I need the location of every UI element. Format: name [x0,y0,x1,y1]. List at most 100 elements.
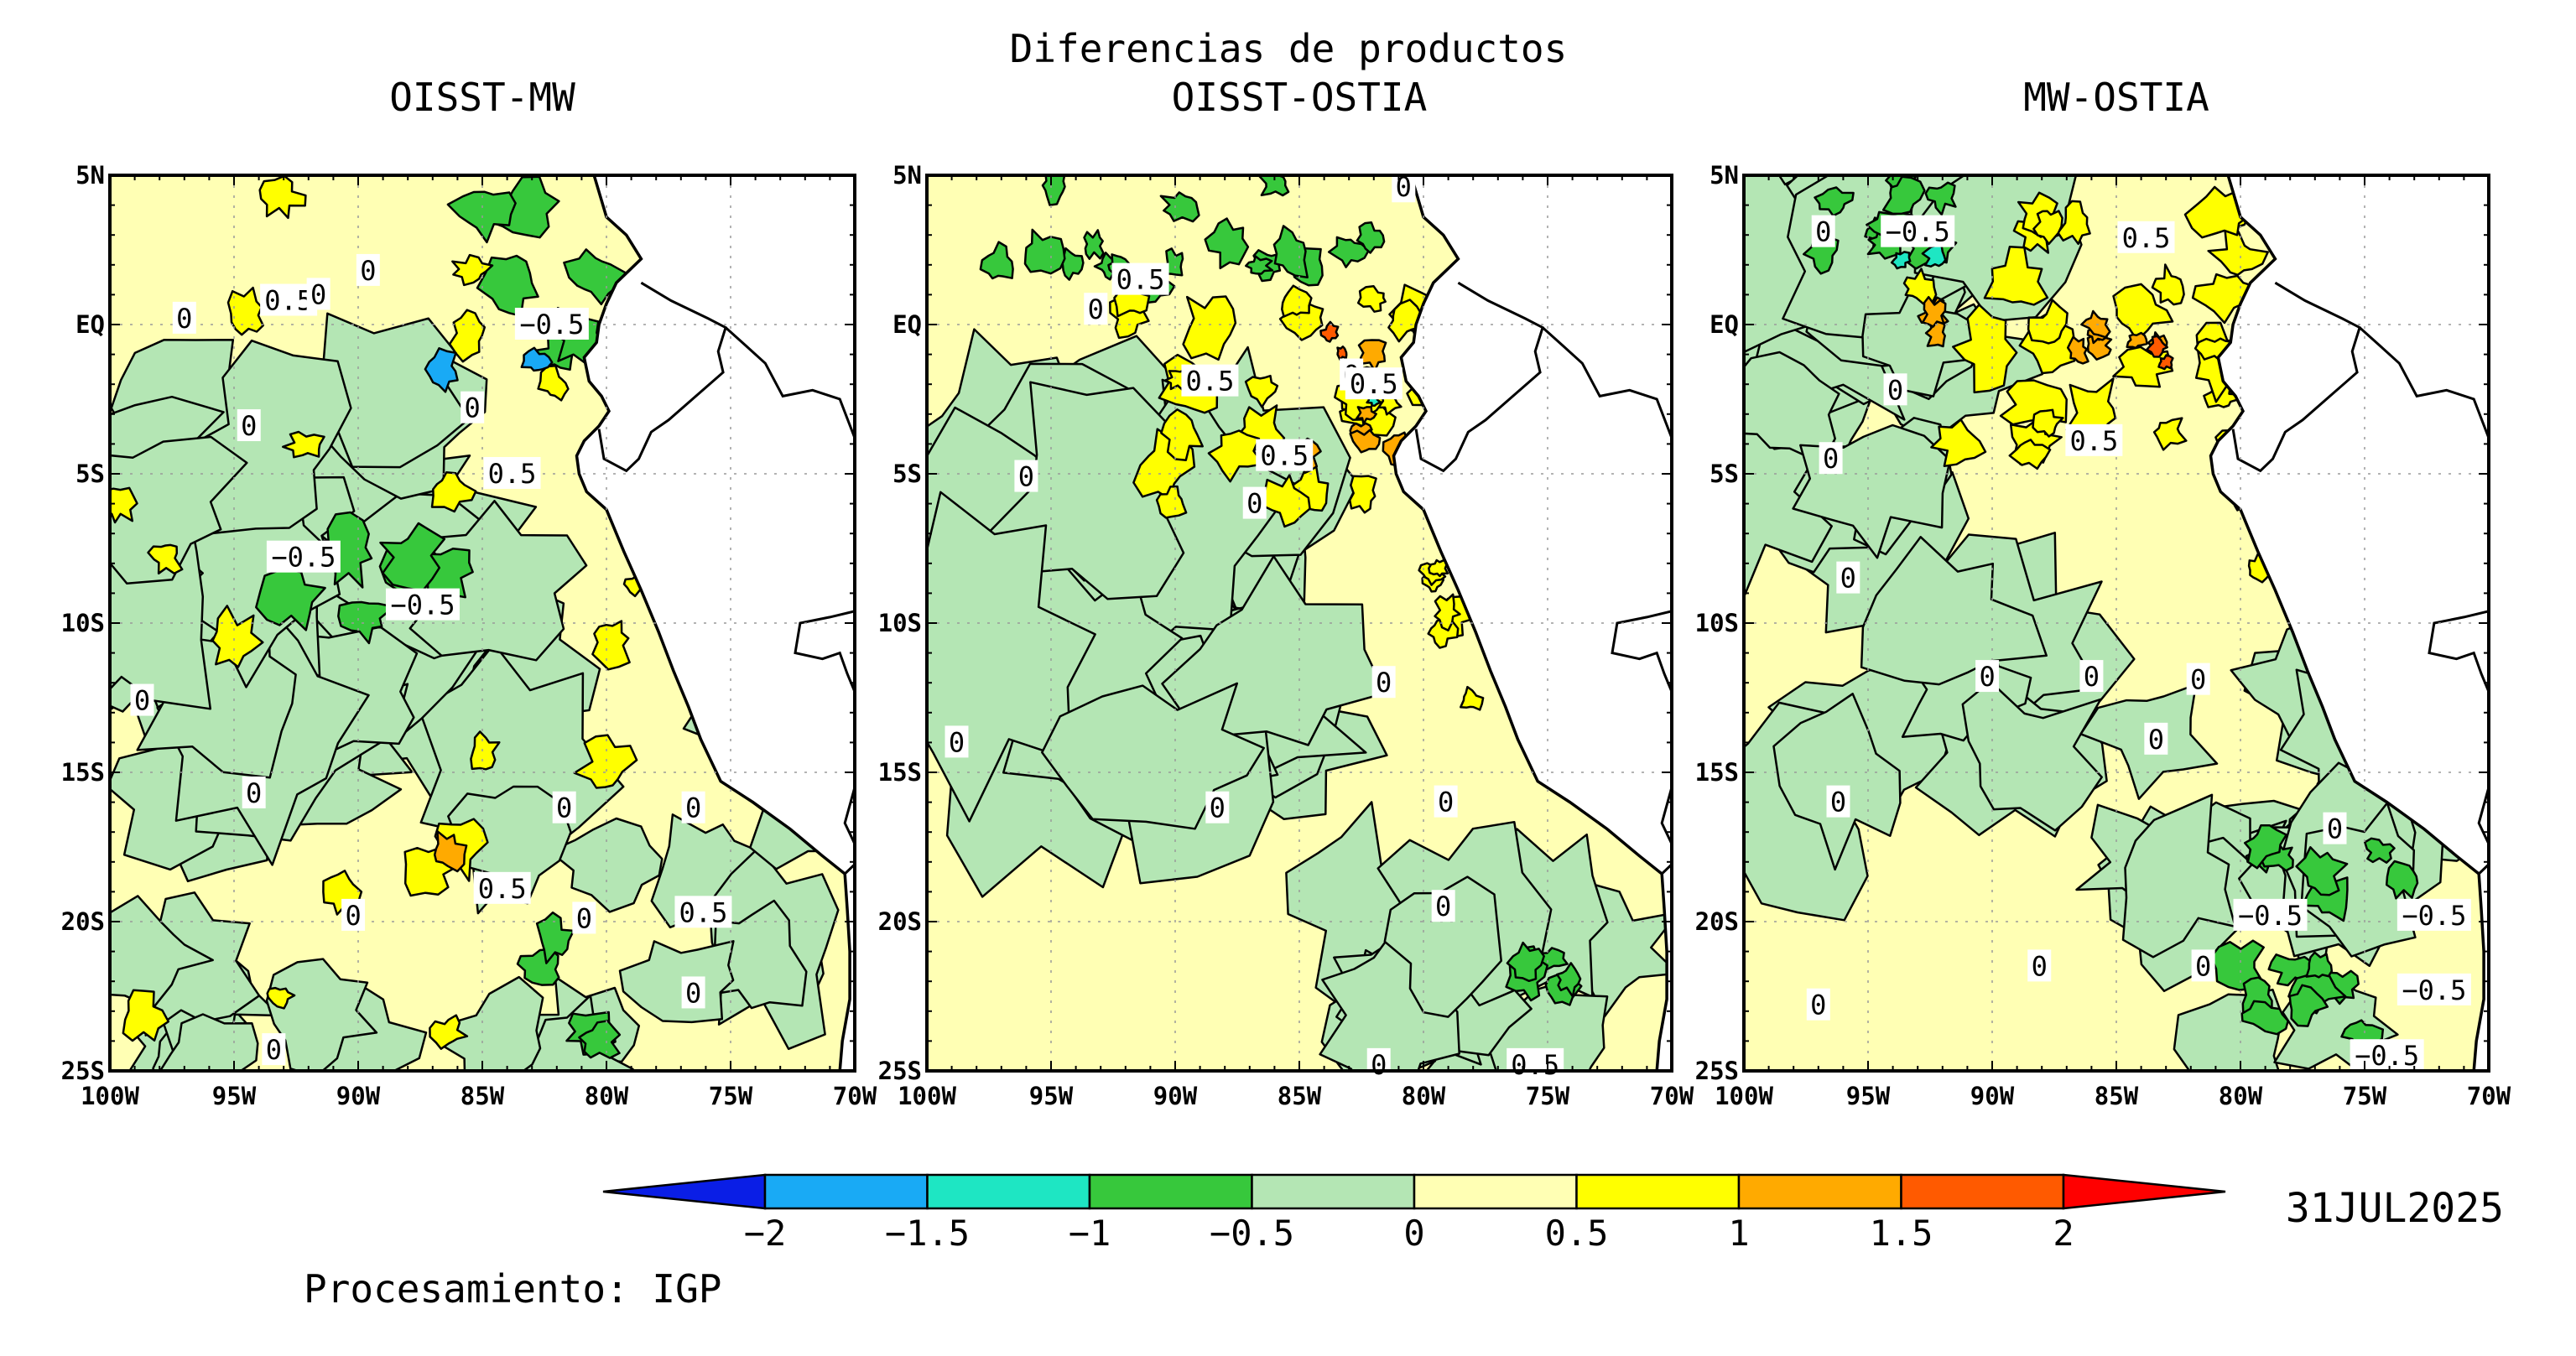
contour-region [2032,408,2064,438]
contour-label-text: 0 [246,777,262,809]
contour-label-text: −0.5 [1886,216,1950,248]
contour-label-text: 0.5 [488,458,537,490]
contour-label-bg [2191,949,2215,982]
contour-region [520,346,554,372]
contour-region [2032,210,2063,246]
contour-region [1357,339,1387,372]
contour-label: 0 [242,776,266,809]
contour-label-bg [1836,561,1860,594]
contour-label: −0.5 [2350,1039,2424,1072]
contour-label-text: −0.5 [2238,900,2303,932]
lat-tick-label: 25S [61,1057,105,1085]
contour-region [1921,243,1947,268]
contour-label-bg [2350,1039,2424,1072]
contour-label: 0.5 [473,871,531,905]
colorbar-extend-high [2062,1173,2226,1210]
colorbar-swatch [1088,1173,1253,1210]
contour-label-bg [1242,486,1267,519]
contour-label-bg [262,1033,286,1066]
contour-label-text: −0.5 [271,542,336,574]
colorbar-swatch [1900,1173,2065,1210]
country-border [1611,610,1672,693]
contour-label-text: 0.5 [1186,366,1235,397]
contour-label-text: 0 [1371,1049,1387,1081]
lat-tick-label: 5S [892,460,922,488]
lon-tick-label: 70W [2467,1082,2511,1110]
contour-label: 0 [552,791,576,824]
contour-label: 0 [1242,486,1267,520]
contour-label: 0 [1836,561,1860,595]
contour-region [1356,221,1386,254]
contour-region [258,175,307,220]
contour-label-text: 0 [1887,374,1903,406]
contour-label-bg [1881,215,1955,247]
contour-region [2151,263,2185,306]
country-border [2231,281,2361,473]
contour-label-text: 0 [465,392,481,424]
contour-label-bg [2079,660,2104,693]
contour-label-text: 0.5 [2122,222,2171,254]
contour-label-bg [1371,666,1396,699]
contour-region [1272,225,1309,279]
lat-tick-label: 5S [1710,460,1739,488]
contour-label: 0 [172,301,196,335]
coastline [1392,175,1668,1071]
contour-label-text: 0 [1018,461,1034,493]
contour-region [1336,345,1348,361]
contour-label-bg [1084,293,1108,325]
contour-label-bg [2323,812,2347,844]
lat-tick-label: 5N [75,161,105,190]
contour-label: 0 [262,1033,286,1066]
contour-label-bg [1507,1047,1564,1080]
contour-label-text: 0.5 [478,873,527,905]
lon-tick-label: 85W [461,1082,505,1110]
contour-label-bg [356,253,380,286]
contour-region [1083,229,1105,260]
contour-region [1881,175,1926,216]
coastline [575,175,851,1071]
contour-region [2157,354,2174,371]
contour-label-bg [1014,460,1038,492]
contour-label-bg [2065,423,2123,456]
contour-region [591,620,631,671]
lon-tick-label: 100W [1715,1082,1773,1110]
country-border [794,610,855,693]
contour-label: 0 [1084,293,1108,325]
contour-label-text: 0 [134,685,150,717]
contour-label-text: 0 [685,977,701,1009]
contour-region [159,1013,259,1071]
contour-label: 0 [1434,785,1458,818]
lon-tick-label: 70W [1650,1082,1694,1110]
contour-label: 0 [1975,660,2000,693]
panel-title: OISST-OSTIA [1172,75,1428,120]
contour-label-bg [306,278,330,310]
colorbar-swatch [1737,1173,1902,1210]
lon-tick-label: 95W [1029,1082,1074,1110]
lat-tick-label: 25S [1695,1057,1739,1085]
contour-region [2295,846,2349,896]
contour-label-bg [945,725,969,758]
contour-region [979,241,1014,280]
contour-region [1182,295,1237,361]
contour-region [337,600,395,645]
colorbar-swatch [926,1173,1091,1210]
contour-label-text: 0 [685,792,701,824]
contour-label: 0 [306,278,330,310]
date-label: 31JUL2025 [2286,1185,2504,1232]
contour-label-text: 0 [1830,787,1846,818]
contour-label-bg [1205,791,1230,823]
contour-label-bg [572,901,596,934]
contour-label-text: 0.5 [1260,440,1309,472]
contour-region [266,986,296,1010]
contour-label-bg [1256,439,1314,471]
contour-label: 0.5 [674,896,732,928]
contour-label-bg [172,301,196,334]
lat-tick-label: 20S [1695,907,1739,936]
contour-label-text: −0.5 [2402,974,2466,1006]
contour-label-text: 0 [1210,792,1226,824]
lon-tick-label: 95W [212,1082,257,1110]
contour-label-text: 0 [1088,294,1104,325]
lon-tick-label: 85W [1278,1082,1322,1110]
contour-region [1061,247,1085,281]
